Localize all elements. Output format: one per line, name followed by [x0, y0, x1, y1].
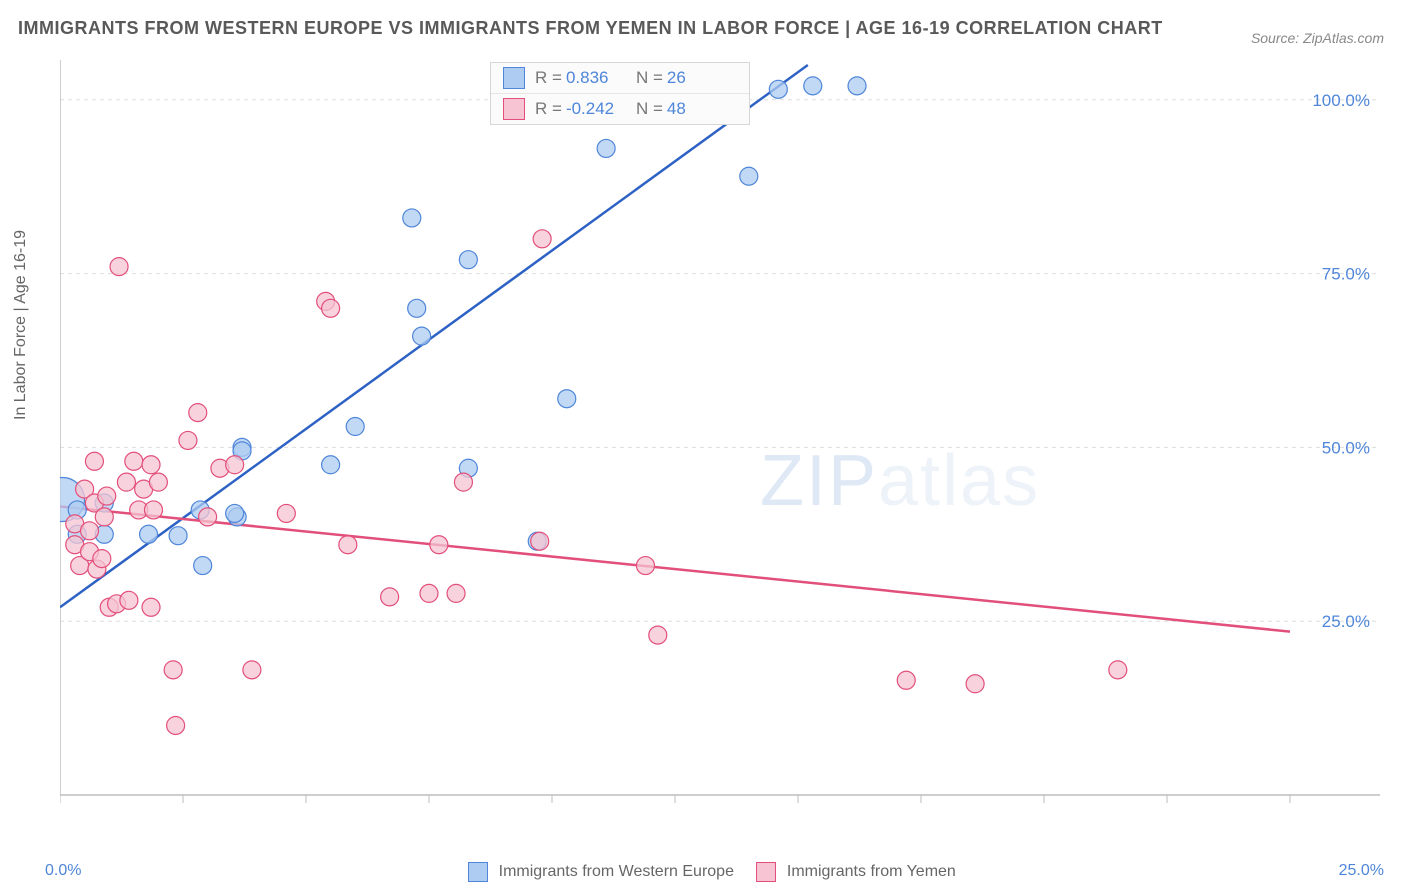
stat-n-value: 48 — [667, 99, 723, 119]
stats-row-series1: R = 0.836 N = 26 — [491, 63, 749, 94]
source-credit: Source: ZipAtlas.com — [1251, 30, 1384, 46]
stat-r-label: R = — [535, 68, 562, 88]
stat-n-label: N = — [636, 68, 663, 88]
scatter-plot: 25.0% 50.0% 75.0% 100.0% — [60, 55, 1380, 835]
bottom-legend: Immigrants from Western Europe Immigrant… — [0, 862, 1406, 882]
y-axis-label: In Labor Force | Age 16-19 — [12, 230, 30, 420]
stat-n-value: 26 — [667, 68, 723, 88]
stats-row-series2: R = -0.242 N = 48 — [491, 94, 749, 124]
stat-r-value: 0.836 — [566, 68, 622, 88]
chart-title: IMMIGRANTS FROM WESTERN EUROPE VS IMMIGR… — [18, 18, 1163, 39]
svg-text:50.0%: 50.0% — [1322, 438, 1370, 457]
stat-n-label: N = — [636, 99, 663, 119]
svg-text:100.0%: 100.0% — [1312, 91, 1370, 110]
svg-text:25.0%: 25.0% — [1322, 612, 1370, 631]
stats-legend-box: R = 0.836 N = 26 R = -0.242 N = 48 — [490, 62, 750, 125]
svg-text:75.0%: 75.0% — [1322, 265, 1370, 284]
legend-swatch-pink — [756, 862, 776, 882]
legend-swatch-blue — [503, 67, 525, 89]
legend-swatch-blue — [468, 862, 488, 882]
legend-label-series1: Immigrants from Western Europe — [499, 863, 734, 880]
stat-r-label: R = — [535, 99, 562, 119]
stat-r-value: -0.242 — [566, 99, 622, 119]
legend-label-series2: Immigrants from Yemen — [787, 863, 956, 880]
legend-swatch-pink — [503, 98, 525, 120]
chart-container: IMMIGRANTS FROM WESTERN EUROPE VS IMMIGR… — [0, 0, 1406, 892]
